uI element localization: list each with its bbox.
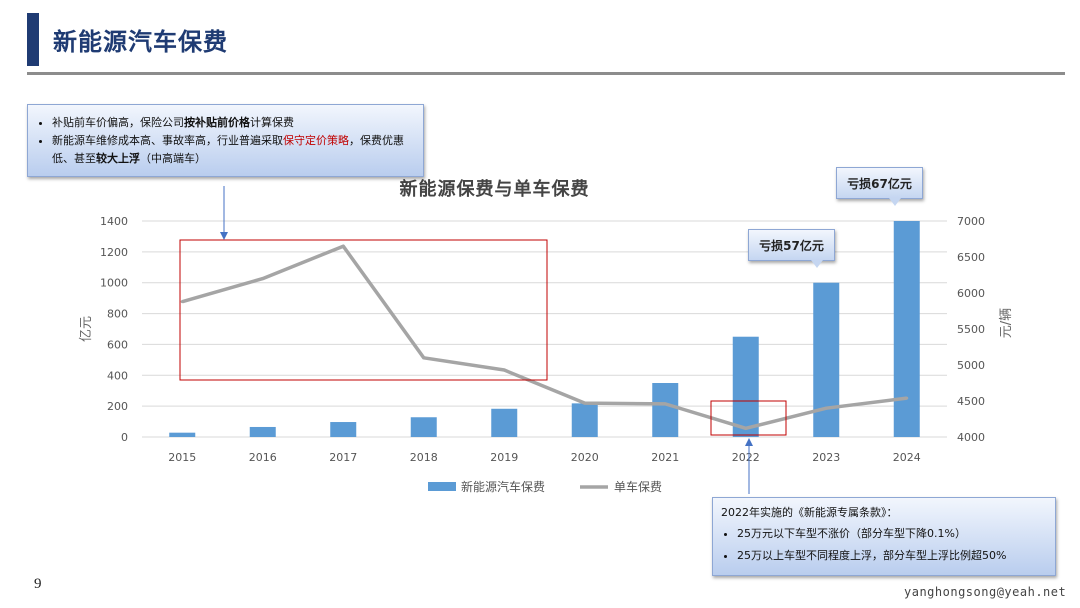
y-axis-label: 亿元 — [79, 316, 94, 342]
callout-text: 补贴前车价偏高，保险公司 — [52, 116, 184, 129]
x-tick-label: 2015 — [168, 451, 196, 464]
line-point — [341, 244, 345, 248]
loss-tag-2024: 亏损67亿元 — [836, 167, 923, 206]
y2-tick-label: 5500 — [957, 323, 985, 336]
y2-tick-label: 6500 — [957, 251, 985, 264]
x-tick-label: 2024 — [893, 451, 921, 464]
line-point — [824, 406, 828, 410]
page-title: 新能源汽车保费 — [53, 28, 228, 56]
y2-tick-label: 6000 — [957, 287, 985, 300]
legend-label-bar: 新能源汽车保费 — [461, 479, 545, 494]
line-point — [663, 402, 667, 406]
y2-tick-label: 4000 — [957, 431, 985, 444]
y-tick-label: 600 — [107, 338, 128, 351]
policy-bullet: 25万元以下车型不涨价（部分车型下降0.1%） — [737, 525, 1047, 543]
x-tick-label: 2018 — [410, 451, 438, 464]
watermark: yanghongsong@yeah.net — [904, 585, 1067, 599]
callout-bold-text: 较大上浮 — [96, 152, 140, 165]
x-tick-label: 2016 — [249, 451, 277, 464]
line-point — [502, 368, 506, 372]
x-tick-label: 2023 — [812, 451, 840, 464]
y-tick-label: 200 — [107, 400, 128, 413]
header-divider — [27, 72, 1065, 75]
loss-tag-2023: 亏损57亿元 — [748, 229, 835, 268]
bar — [813, 282, 840, 437]
callout-bullet: 补贴前车价偏高，保险公司按补贴前价格计算保费 — [52, 114, 415, 132]
bar — [571, 403, 598, 437]
policy-callout: 2022年实施的《新能源专属条款》： 25万元以下车型不涨价（部分车型下降0.1… — [712, 497, 1056, 576]
arrow-head — [745, 438, 753, 446]
y-tick-label: 0 — [121, 431, 128, 444]
line-point — [744, 426, 748, 430]
y2-tick-label: 7000 — [957, 215, 985, 228]
y-tick-label: 1200 — [100, 246, 128, 259]
x-tick-label: 2021 — [651, 451, 679, 464]
bar — [410, 417, 437, 437]
x-tick-label: 2017 — [329, 451, 357, 464]
x-tick-label: 2022 — [732, 451, 760, 464]
title-accent-bar — [27, 13, 39, 66]
bar — [893, 221, 920, 437]
callout-text: 计算保费 — [250, 116, 294, 129]
line-point — [905, 396, 909, 400]
legend-swatch-bar — [428, 482, 456, 491]
policy-bullet: 25万以上车型不同程度上浮，部分车型上浮比例超50% — [737, 547, 1047, 565]
y2-tick-label: 4500 — [957, 395, 985, 408]
page-number: 9 — [34, 576, 42, 592]
x-tick-label: 2019 — [490, 451, 518, 464]
legend-label-line: 单车保费 — [614, 479, 662, 494]
highlight-box-2022 — [710, 400, 787, 436]
y-tick-label: 1400 — [100, 215, 128, 228]
bar — [732, 336, 759, 437]
bar — [330, 422, 357, 437]
callout-text: 新能源车维修成本高、事故率高，行业普遍采取 — [52, 134, 283, 147]
subsidy-callout: 补贴前车价偏高，保险公司按补贴前价格计算保费 新能源车维修成本高、事故率高，行业… — [27, 104, 424, 177]
x-tick-label: 2020 — [571, 451, 599, 464]
y-tick-label: 400 — [107, 369, 128, 382]
line-point — [261, 277, 265, 281]
y2-axis-label: 元/辆 — [999, 308, 1014, 338]
bar — [491, 408, 518, 437]
line-series — [181, 244, 907, 431]
callout-bullet: 新能源车维修成本高、事故率高，行业普遍采取保守定价策略，保费优惠低、甚至较大上浮… — [52, 132, 415, 168]
callout-text: ，保费优惠低、甚至 — [52, 134, 404, 165]
callout-bold-text: 按补贴前价格 — [184, 116, 250, 129]
bar — [169, 432, 196, 437]
line-point — [422, 356, 426, 360]
policy-callout-title: 2022年实施的《新能源专属条款》： — [721, 506, 898, 519]
highlight-box-2015-2019 — [179, 239, 548, 381]
bar — [652, 383, 679, 437]
callout-red-text: 保守定价策略 — [283, 134, 349, 147]
chart-title: 新能源保费与单车保费 — [400, 178, 590, 200]
y2-tick-label: 5000 — [957, 359, 985, 372]
y-tick-label: 800 — [107, 308, 128, 321]
y-tick-label: 1000 — [100, 277, 128, 290]
arrow-head — [220, 232, 228, 240]
line-point — [583, 401, 587, 405]
line-point — [180, 300, 184, 304]
callout-text: （中高端车） — [140, 152, 206, 165]
bar — [249, 426, 276, 437]
